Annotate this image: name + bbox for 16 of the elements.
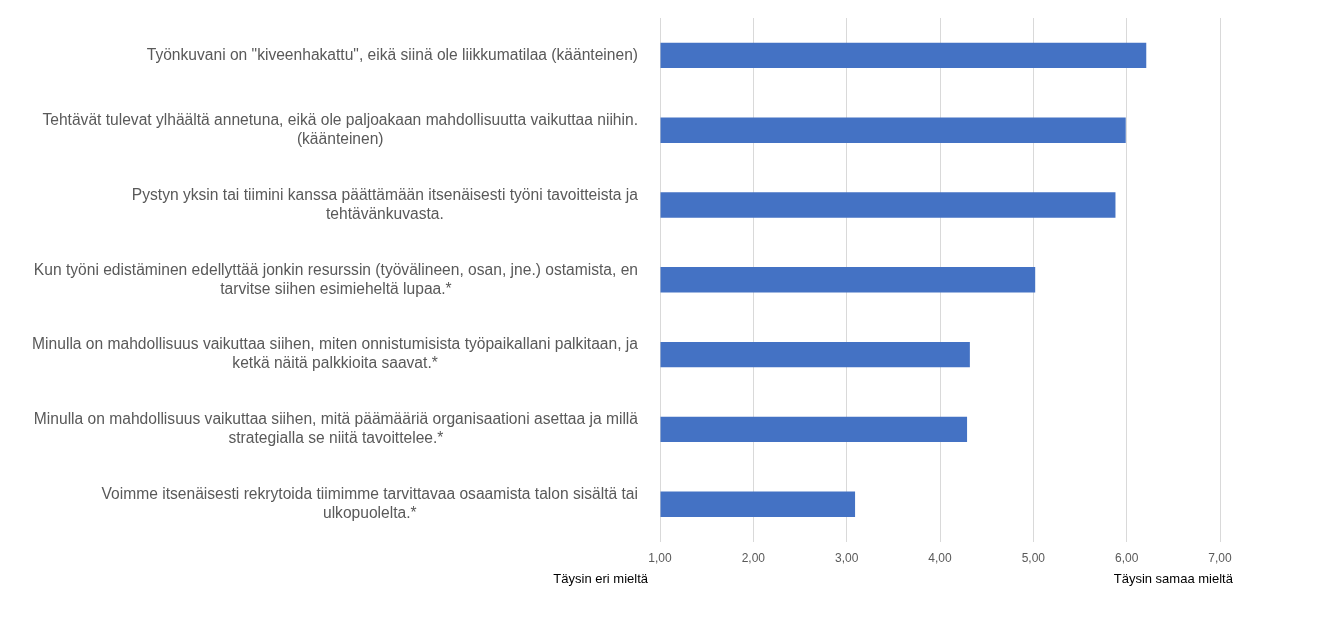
y-tick-label: Työnkuvani on "kiveenhakattu", eikä siinä ole liikkumatilaa (käänteinen)	[146, 45, 639, 63]
x-tick-label: 5,00	[1021, 551, 1046, 566]
text: Täysin samaa mieltä	[1113, 571, 1234, 587]
x-tick-label: 2,00	[741, 551, 766, 566]
x-tick-label: 6,00	[1114, 551, 1139, 566]
y-tick-label: Minulla on mahdollisuus vaikuttaa siihen, mitä päämääriä organisaationi asettaa ja millä strategialla se niitä tavoittelee.*	[33, 410, 639, 447]
x-tick-label: 1,00	[648, 551, 672, 566]
text: Täysin eri mieltä	[553, 571, 649, 587]
y-tick-label: Tehtävät tulevat ylhäältä annetuna, eikä ole paljoakaan mahdollisuutta vaikuttaa niihin. (käänteinen)	[42, 111, 638, 148]
x-tick-label: 7,00	[1208, 551, 1232, 566]
y-tick-label: Kun työni edistäminen edellyttää jonkin resurssin (työvälineen, osan, jne.) ostamista, en tarvitse siihen esimieheltä lupaa.*	[33, 260, 638, 297]
x-tick-label: 3,00	[834, 551, 859, 566]
y-tick-label: Minulla on mahdollisuus vaikuttaa siihen, miten onnistumisista työpaikallani palkitaan, ja ketkä näitä palkkioita saavat.*	[32, 335, 639, 372]
y-tick-label: Voimme itsenäisesti rekrytoida tiimimme tarvittavaa osaamista talon sisältä tai ulkopuolelta.*	[101, 485, 639, 522]
y-tick-label: Pystyn yksin tai tiimini kanssa päättämään itsenäisesti työni tavoitteista ja tehtävänkuvasta.	[131, 185, 639, 222]
x-tick-label: 4,00	[928, 551, 952, 566]
